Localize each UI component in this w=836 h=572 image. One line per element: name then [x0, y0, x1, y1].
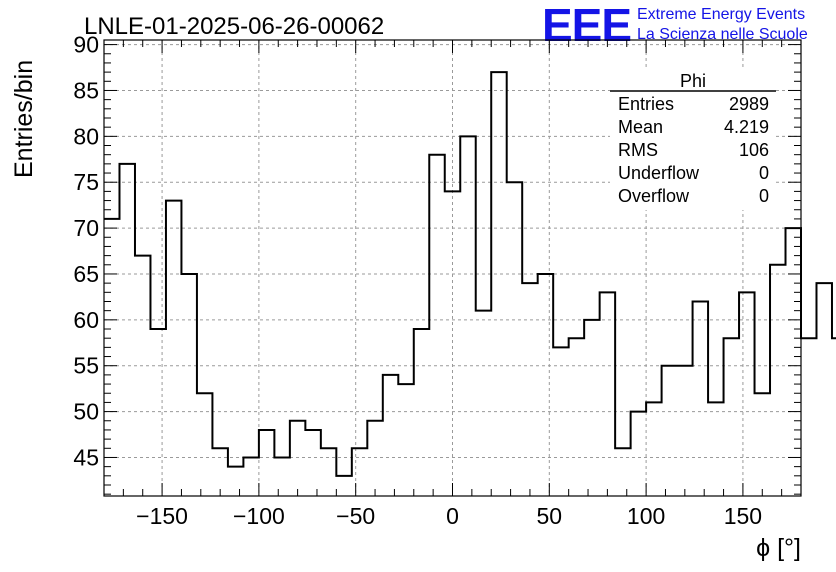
histogram-bin [662, 366, 677, 496]
histogram-bin [274, 457, 289, 496]
histogram-bin [398, 384, 413, 496]
x-tick-label: 150 [724, 503, 762, 529]
stat-label-overflow: Overflow [618, 186, 690, 206]
histogram-bin [259, 430, 274, 496]
histogram-bin [646, 402, 661, 496]
y-tick-labels: 45 50 55 60 65 70 75 80 85 90 [73, 32, 99, 471]
histogram-bin [522, 283, 537, 496]
stat-value-entries: 2989 [729, 94, 769, 114]
histogram-bin [414, 329, 429, 496]
x-tick-label: −100 [233, 503, 285, 529]
stats-box-background [610, 70, 776, 210]
y-tick-label: 55 [73, 353, 99, 379]
histogram-bin [383, 375, 398, 496]
y-tick-label: 65 [73, 261, 99, 287]
histogram-bin [150, 329, 165, 496]
x-tick-labels: −150 −100 −50 0 50 100 150 [136, 503, 762, 529]
stat-label-mean: Mean [618, 117, 663, 137]
histogram-bin [104, 219, 119, 496]
histogram-bin [367, 421, 382, 496]
y-axis-title: Entries/bin [10, 60, 38, 178]
histogram-bin [228, 467, 243, 496]
chart-title: LNLE-01-2025-06-26-00062 [84, 13, 384, 40]
histogram-bin [336, 476, 351, 496]
histogram-bin [181, 274, 196, 496]
histogram-bin [677, 366, 692, 496]
histogram-bin [476, 311, 491, 496]
stats-box: Phi Entries 2989 Mean 4.219 RMS 106 Unde… [610, 70, 776, 210]
stat-value-mean: 4.219 [724, 117, 769, 137]
y-tick-label: 80 [73, 123, 99, 149]
histogram-bin [569, 338, 584, 496]
histogram-bin [243, 457, 258, 496]
x-tick-label: 0 [446, 503, 459, 529]
y-tick-label: 50 [73, 399, 99, 425]
histogram-bin [321, 448, 336, 496]
y-tick-label: 45 [73, 444, 99, 470]
stat-value-rms: 106 [739, 140, 769, 160]
histogram-bin [615, 448, 630, 496]
histogram-bin [739, 292, 754, 496]
y-tick-label: 85 [73, 77, 99, 103]
histogram-bin [832, 338, 836, 496]
y-tick-label: 90 [73, 32, 99, 58]
axis-ticks [103, 40, 802, 496]
x-axis-title: ϕ [°] [756, 534, 801, 562]
histogram-bin [352, 448, 367, 496]
logo-mark: EEE [542, 0, 631, 51]
histogram-bin [724, 338, 739, 496]
x-tick-label: 50 [537, 503, 563, 529]
histogram-bin [553, 347, 568, 496]
histogram-bin [786, 228, 801, 496]
logo-line-2: La Scienza nelle Scuole [637, 26, 808, 43]
stat-label-underflow: Underflow [618, 163, 700, 183]
stat-label-rms: RMS [618, 140, 658, 160]
stat-value-underflow: 0 [759, 163, 769, 183]
eee-logo: EEE Extreme Energy Events La Scienza nel… [542, 0, 808, 51]
histogram-bin [429, 155, 444, 496]
histogram-bin [212, 448, 227, 496]
histogram-bin [507, 182, 522, 496]
histogram-bin [600, 292, 615, 496]
histogram-bin [538, 274, 553, 496]
y-tick-label: 75 [73, 169, 99, 195]
stat-value-overflow: 0 [759, 186, 769, 206]
histogram-bin [135, 256, 150, 496]
x-tick-label: −150 [136, 503, 188, 529]
histogram-bin [460, 136, 475, 496]
histogram-bin [197, 393, 212, 496]
histogram-outline [104, 71, 836, 477]
y-tick-label: 70 [73, 215, 99, 241]
histogram-bin [305, 430, 320, 496]
histogram-bin [631, 412, 646, 496]
logo-line-1: Extreme Energy Events [637, 6, 805, 23]
x-tick-label: −50 [336, 503, 375, 529]
histogram-bin [166, 201, 181, 496]
x-tick-label: 100 [627, 503, 665, 529]
histogram-layer [104, 71, 836, 496]
y-tick-label: 60 [73, 307, 99, 333]
stat-label-entries: Entries [618, 94, 674, 114]
histogram-bin [801, 338, 816, 496]
histogram-bin [693, 301, 708, 496]
histogram-bin [770, 265, 785, 496]
histogram-bin [445, 191, 460, 496]
grid-lines [104, 40, 801, 496]
histogram-bin [708, 402, 723, 496]
histogram-bin [584, 320, 599, 496]
histogram-bin [119, 164, 134, 496]
histogram-bin [491, 72, 506, 496]
stats-box-title: Phi [680, 71, 706, 91]
histogram-bin [755, 393, 770, 496]
histogram-bin [816, 283, 831, 496]
histogram-bin [290, 421, 305, 496]
